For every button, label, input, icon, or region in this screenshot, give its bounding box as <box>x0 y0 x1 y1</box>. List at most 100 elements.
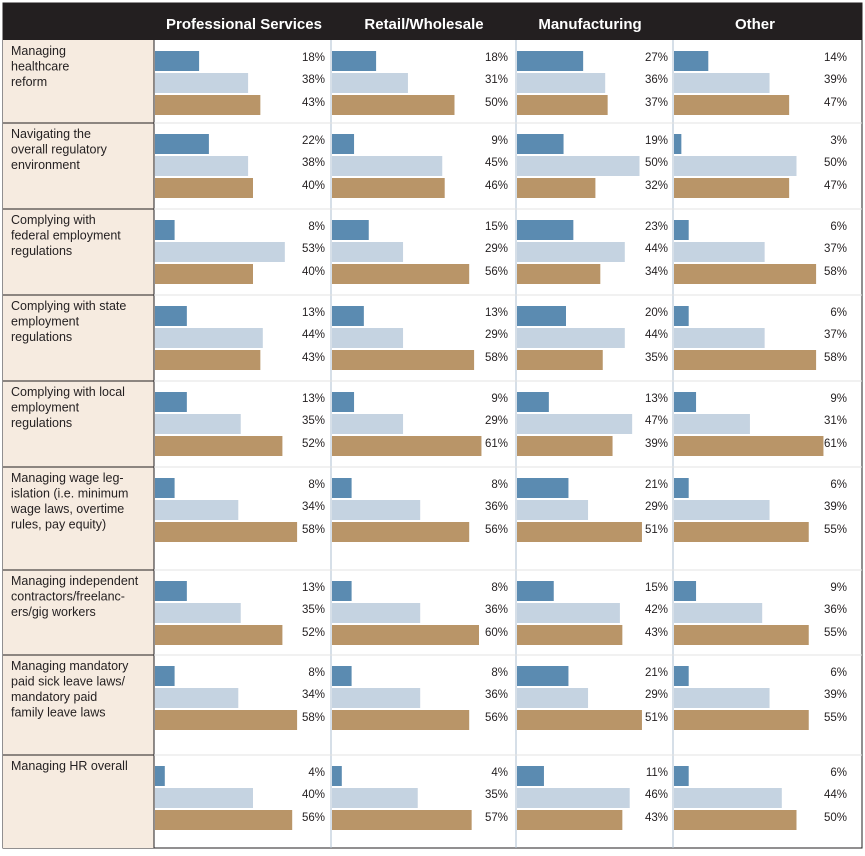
bar <box>517 242 625 262</box>
panel-header: Other <box>735 16 775 33</box>
row-label: Complying with local <box>11 385 125 399</box>
data-label: 55% <box>824 712 847 724</box>
bar <box>674 436 824 456</box>
row-label: environment <box>11 158 80 172</box>
bar <box>155 710 298 730</box>
bar <box>674 766 689 786</box>
data-label: 13% <box>302 393 325 405</box>
data-label: 8% <box>308 221 325 233</box>
bar <box>517 810 623 830</box>
data-label: 37% <box>645 97 668 109</box>
data-label: 36% <box>485 501 508 513</box>
data-label: 46% <box>645 789 668 801</box>
bar <box>155 688 239 708</box>
data-label: 53% <box>302 243 325 255</box>
data-label: 43% <box>302 97 325 109</box>
row-label: contractors/freelanc- <box>11 590 125 604</box>
data-label: 11% <box>646 767 668 779</box>
row-label: Managing wage leg- <box>11 471 124 485</box>
data-label: 57% <box>485 812 508 824</box>
header-bar <box>3 3 862 40</box>
data-label: 4% <box>308 767 325 779</box>
bar <box>155 51 200 71</box>
data-label: 3% <box>830 135 847 147</box>
data-label: 34% <box>302 689 325 701</box>
bar <box>332 581 352 601</box>
bar <box>517 522 642 542</box>
bar <box>674 95 790 115</box>
data-label: 47% <box>645 415 668 427</box>
bar <box>517 436 613 456</box>
data-label: 6% <box>830 667 847 679</box>
data-label: 56% <box>302 812 325 824</box>
bar <box>517 264 601 284</box>
data-label: 23% <box>645 221 668 233</box>
bar <box>517 392 549 412</box>
bar <box>155 392 187 412</box>
bar <box>155 500 239 520</box>
bar <box>332 178 445 198</box>
bar <box>517 581 554 601</box>
data-label: 29% <box>645 501 668 513</box>
bar <box>674 710 809 730</box>
bar <box>332 788 418 808</box>
bar <box>155 242 285 262</box>
data-label: 35% <box>302 415 325 427</box>
data-label: 20% <box>645 307 668 319</box>
bar <box>674 581 697 601</box>
bar <box>332 522 470 542</box>
data-label: 21% <box>645 479 668 491</box>
bar <box>674 688 770 708</box>
data-label: 58% <box>824 352 847 364</box>
data-label: 34% <box>645 266 668 278</box>
bar <box>517 95 608 115</box>
bar <box>332 478 352 498</box>
data-label: 60% <box>485 627 508 639</box>
data-label: 55% <box>824 524 847 536</box>
data-label: 39% <box>824 689 847 701</box>
data-label: 52% <box>302 627 325 639</box>
bar <box>674 500 770 520</box>
bar <box>674 478 689 498</box>
data-label: 50% <box>824 157 847 169</box>
bar <box>332 500 421 520</box>
bar <box>155 306 187 326</box>
row-label: rules, pay equity) <box>11 518 106 532</box>
bar <box>332 688 421 708</box>
bar <box>155 134 209 154</box>
data-label: 50% <box>485 97 508 109</box>
data-label: 31% <box>485 74 508 86</box>
bar <box>674 392 697 412</box>
data-label: 50% <box>645 157 668 169</box>
data-label: 52% <box>302 438 325 450</box>
bar <box>674 156 797 176</box>
data-label: 14% <box>824 52 847 64</box>
data-label: 36% <box>485 689 508 701</box>
row-label: Navigating the <box>11 127 91 141</box>
bar <box>674 625 809 645</box>
row-label: ers/gig workers <box>11 605 96 619</box>
bar <box>332 306 364 326</box>
data-label: 9% <box>830 393 847 405</box>
data-label: 22% <box>302 135 325 147</box>
data-label: 15% <box>645 582 668 594</box>
bar <box>674 522 809 542</box>
row-label: federal employment <box>11 229 121 243</box>
bar <box>332 392 355 412</box>
bar <box>155 581 187 601</box>
data-label: 43% <box>645 812 668 824</box>
bar <box>517 766 544 786</box>
data-label: 13% <box>485 307 508 319</box>
data-label: 56% <box>485 524 508 536</box>
data-label: 46% <box>485 180 508 192</box>
bar <box>332 220 369 240</box>
row-label: islation (i.e. minimum <box>11 487 128 501</box>
data-label: 29% <box>485 243 508 255</box>
data-label: 29% <box>645 689 668 701</box>
bar <box>332 810 472 830</box>
data-label: 4% <box>491 767 508 779</box>
bar <box>332 766 342 786</box>
bar <box>155 603 241 623</box>
data-label: 18% <box>485 52 508 64</box>
data-label: 58% <box>824 266 847 278</box>
